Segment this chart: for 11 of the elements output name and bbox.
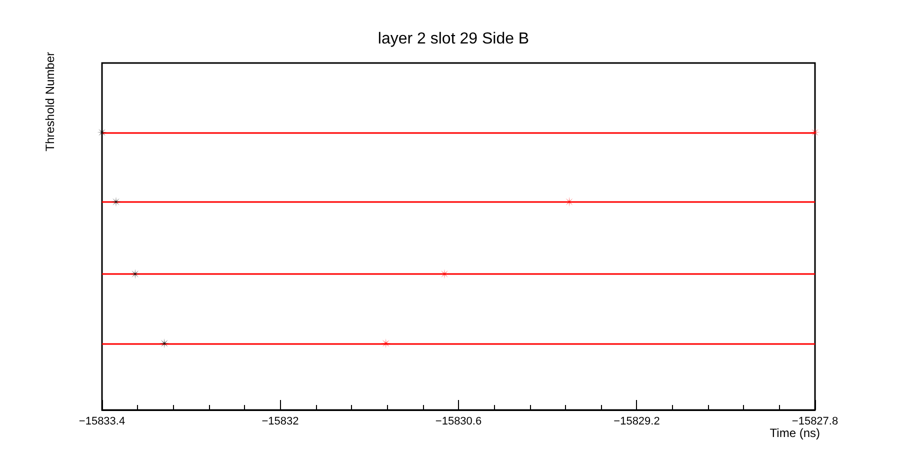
x-tick-label: −15827.8 (792, 416, 838, 428)
x-tick-label: −15833.4 (78, 416, 126, 428)
x-tick-label: −15829.2 (614, 416, 660, 428)
x-tick-label: −15832 (262, 416, 299, 428)
point (159, 338, 170, 348)
x-axis-title: Time (ns) (770, 426, 820, 440)
x-tick-label: −15830.6 (435, 416, 482, 428)
y-axis-title: Threshold Number (43, 52, 57, 152)
point (564, 196, 574, 207)
point (380, 338, 391, 348)
chart-title: layer 2 slot 29 Side B (378, 30, 530, 48)
